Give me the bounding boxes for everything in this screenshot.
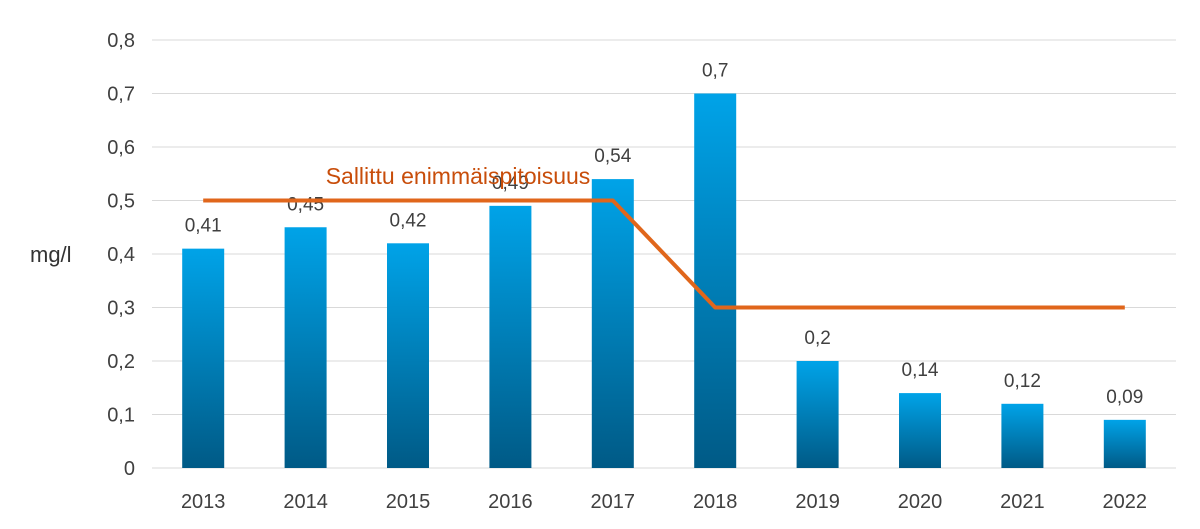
data-label: 0,42 [390, 210, 427, 231]
x-tick-label: 2020 [898, 491, 943, 513]
data-label: 0,09 [1106, 387, 1143, 408]
limit-line-label: Sallittu enimmäispitoisuus [326, 163, 591, 189]
x-tick-label: 2021 [1000, 491, 1045, 513]
data-label: 0,45 [287, 194, 324, 215]
bar [284, 227, 327, 468]
x-tick-label: 2018 [693, 491, 738, 513]
data-label: 0,2 [804, 328, 830, 349]
y-tick-label: 0,3 [107, 298, 135, 320]
bar [1001, 403, 1044, 468]
bar-series [182, 93, 1146, 468]
data-label: 0,7 [702, 61, 728, 82]
x-tick-label: 2017 [591, 491, 636, 513]
y-tick-label: 0,2 [107, 351, 135, 373]
x-tick-label: 2019 [795, 491, 840, 513]
data-label: 0,14 [902, 360, 939, 381]
x-axis-tick-labels: 2013 2014 2015 2016 2017 2018 2019 2020 2021 2022 [181, 491, 1147, 513]
data-labels: 0,41 0,45 0,42 0,49 0,54 0,7 0,2 0,14 0,12 0,09 [185, 61, 1144, 408]
data-label: 0,41 [185, 216, 222, 237]
bar [591, 179, 634, 468]
limit-series: Sallittu enimmäispitoisuus [203, 163, 1125, 310]
bar [694, 93, 737, 468]
x-tick-label: 2022 [1103, 491, 1148, 513]
y-tick-label: 0,4 [107, 244, 135, 266]
y-tick-label: 0 [124, 458, 135, 480]
y-axis-label: mg/l [30, 242, 72, 267]
y-tick-label: 0,1 [107, 405, 135, 427]
x-tick-label: 2013 [181, 491, 226, 513]
y-axis-tick-labels: 0 0,1 0,2 0,3 0,4 0,5 0,6 0,7 0,8 [107, 30, 135, 480]
data-label: 0,49 [492, 173, 529, 194]
bar [899, 393, 941, 468]
limit-line [203, 198, 1125, 310]
y-tick-label: 0,8 [107, 30, 135, 52]
x-tick-label: 2015 [386, 491, 431, 513]
bar [1103, 419, 1146, 468]
x-tick-label: 2014 [283, 491, 328, 513]
bar [489, 205, 532, 468]
y-tick-label: 0,7 [107, 84, 135, 106]
y-tick-label: 0,5 [107, 191, 135, 213]
bar [182, 248, 225, 468]
data-label: 0,12 [1004, 371, 1041, 392]
x-tick-label: 2016 [488, 491, 533, 513]
data-label: 0,54 [594, 146, 631, 167]
bar [387, 243, 429, 468]
y-tick-label: 0,6 [107, 137, 135, 159]
bar [796, 361, 839, 468]
